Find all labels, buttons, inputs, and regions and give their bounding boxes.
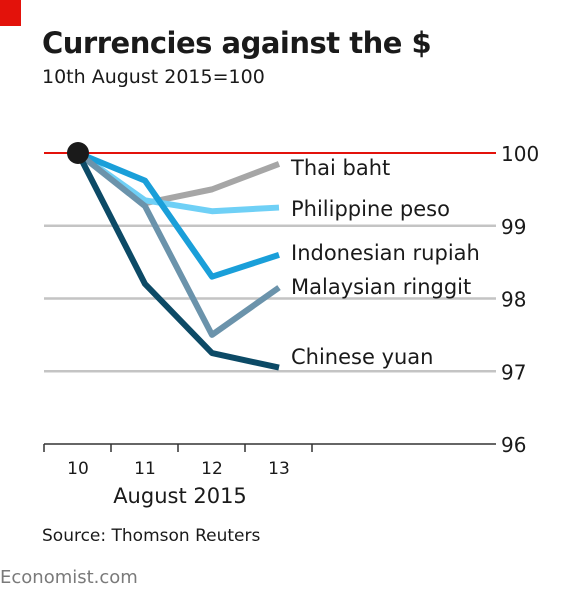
y-tick-label: 98 [501,288,526,312]
x-tick-label: 12 [201,459,223,479]
source-note: Source: Thomson Reuters [42,526,261,546]
series-line-indonesian-rupiah [76,150,280,280]
series-label-malaysian-ringgit: Malaysian ringgit [291,275,471,299]
y-tick-label: 99 [501,215,526,239]
series-line-malaysian-ringgit [76,150,281,338]
gridlines: 96 97 98 99 100 [44,142,539,457]
x-tick-label: 10 [67,459,89,479]
chart-title: Currencies against the $ [42,26,432,60]
y-tick-label: 100 [501,142,539,166]
series-label-chinese-yuan: Chinese yuan [291,345,434,369]
y-tick-label: 96 [501,433,526,457]
footer-brand: Economist.com [0,567,138,588]
x-axis: 10 11 12 13 [43,443,496,479]
series-label-philippine-peso: Philippine peso [291,197,450,221]
series-line-philippine-peso [76,150,280,215]
x-tick-label: 11 [134,459,156,479]
x-axis-label: August 2015 [113,484,247,508]
series-lines [67,142,281,371]
chart-subtitle: 10th August 2015=100 [42,66,265,88]
series-label-indonesian-rupiah: Indonesian rupiah [291,241,480,265]
series-label-thai-baht: Thai baht [290,156,390,180]
x-tick-label: 13 [268,459,290,479]
brand-red-tag [0,0,21,26]
y-tick-label: 97 [501,360,526,384]
start-marker [67,142,89,164]
series-line-chinese-yuan [75,151,280,371]
series-labels: Thai baht Philippine peso Indonesian rupia… [290,156,480,369]
